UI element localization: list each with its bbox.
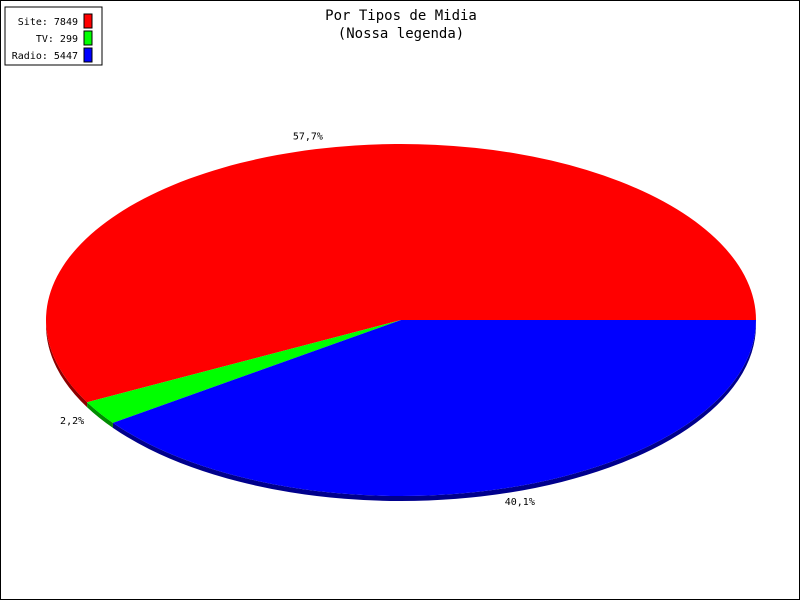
slice-label-radio: 40,1% — [505, 497, 535, 508]
slice-label-tv: 2,2% — [60, 416, 84, 427]
pie-slice-side-site — [46, 320, 88, 408]
pie-slice-side-tv — [87, 402, 113, 428]
slice-labels: 57,7% 2,2% 40,1% — [60, 132, 535, 508]
legend-label-radio: Radio: 5447 — [12, 51, 78, 62]
pie-slice-radio — [112, 320, 756, 497]
legend-label-site: Site: 7849 — [18, 17, 78, 28]
legend-swatch-radio — [83, 47, 93, 63]
slice-label-site: 57,7% — [293, 132, 323, 143]
chart-subtitle: (Nossa legenda) — [338, 26, 464, 42]
pie-slices — [45, 143, 757, 501]
legend-swatch-site — [83, 13, 93, 29]
chart-title: Por Tipos de Midia — [325, 8, 477, 24]
pie-slice-site — [45, 143, 757, 403]
pie-slice-tv — [87, 320, 401, 423]
legend: Site: 7849 TV: 299 Radio: 5447 — [4, 6, 103, 66]
legend-swatch-tv — [83, 30, 93, 46]
legend-label-tv: TV: 299 — [36, 34, 78, 45]
